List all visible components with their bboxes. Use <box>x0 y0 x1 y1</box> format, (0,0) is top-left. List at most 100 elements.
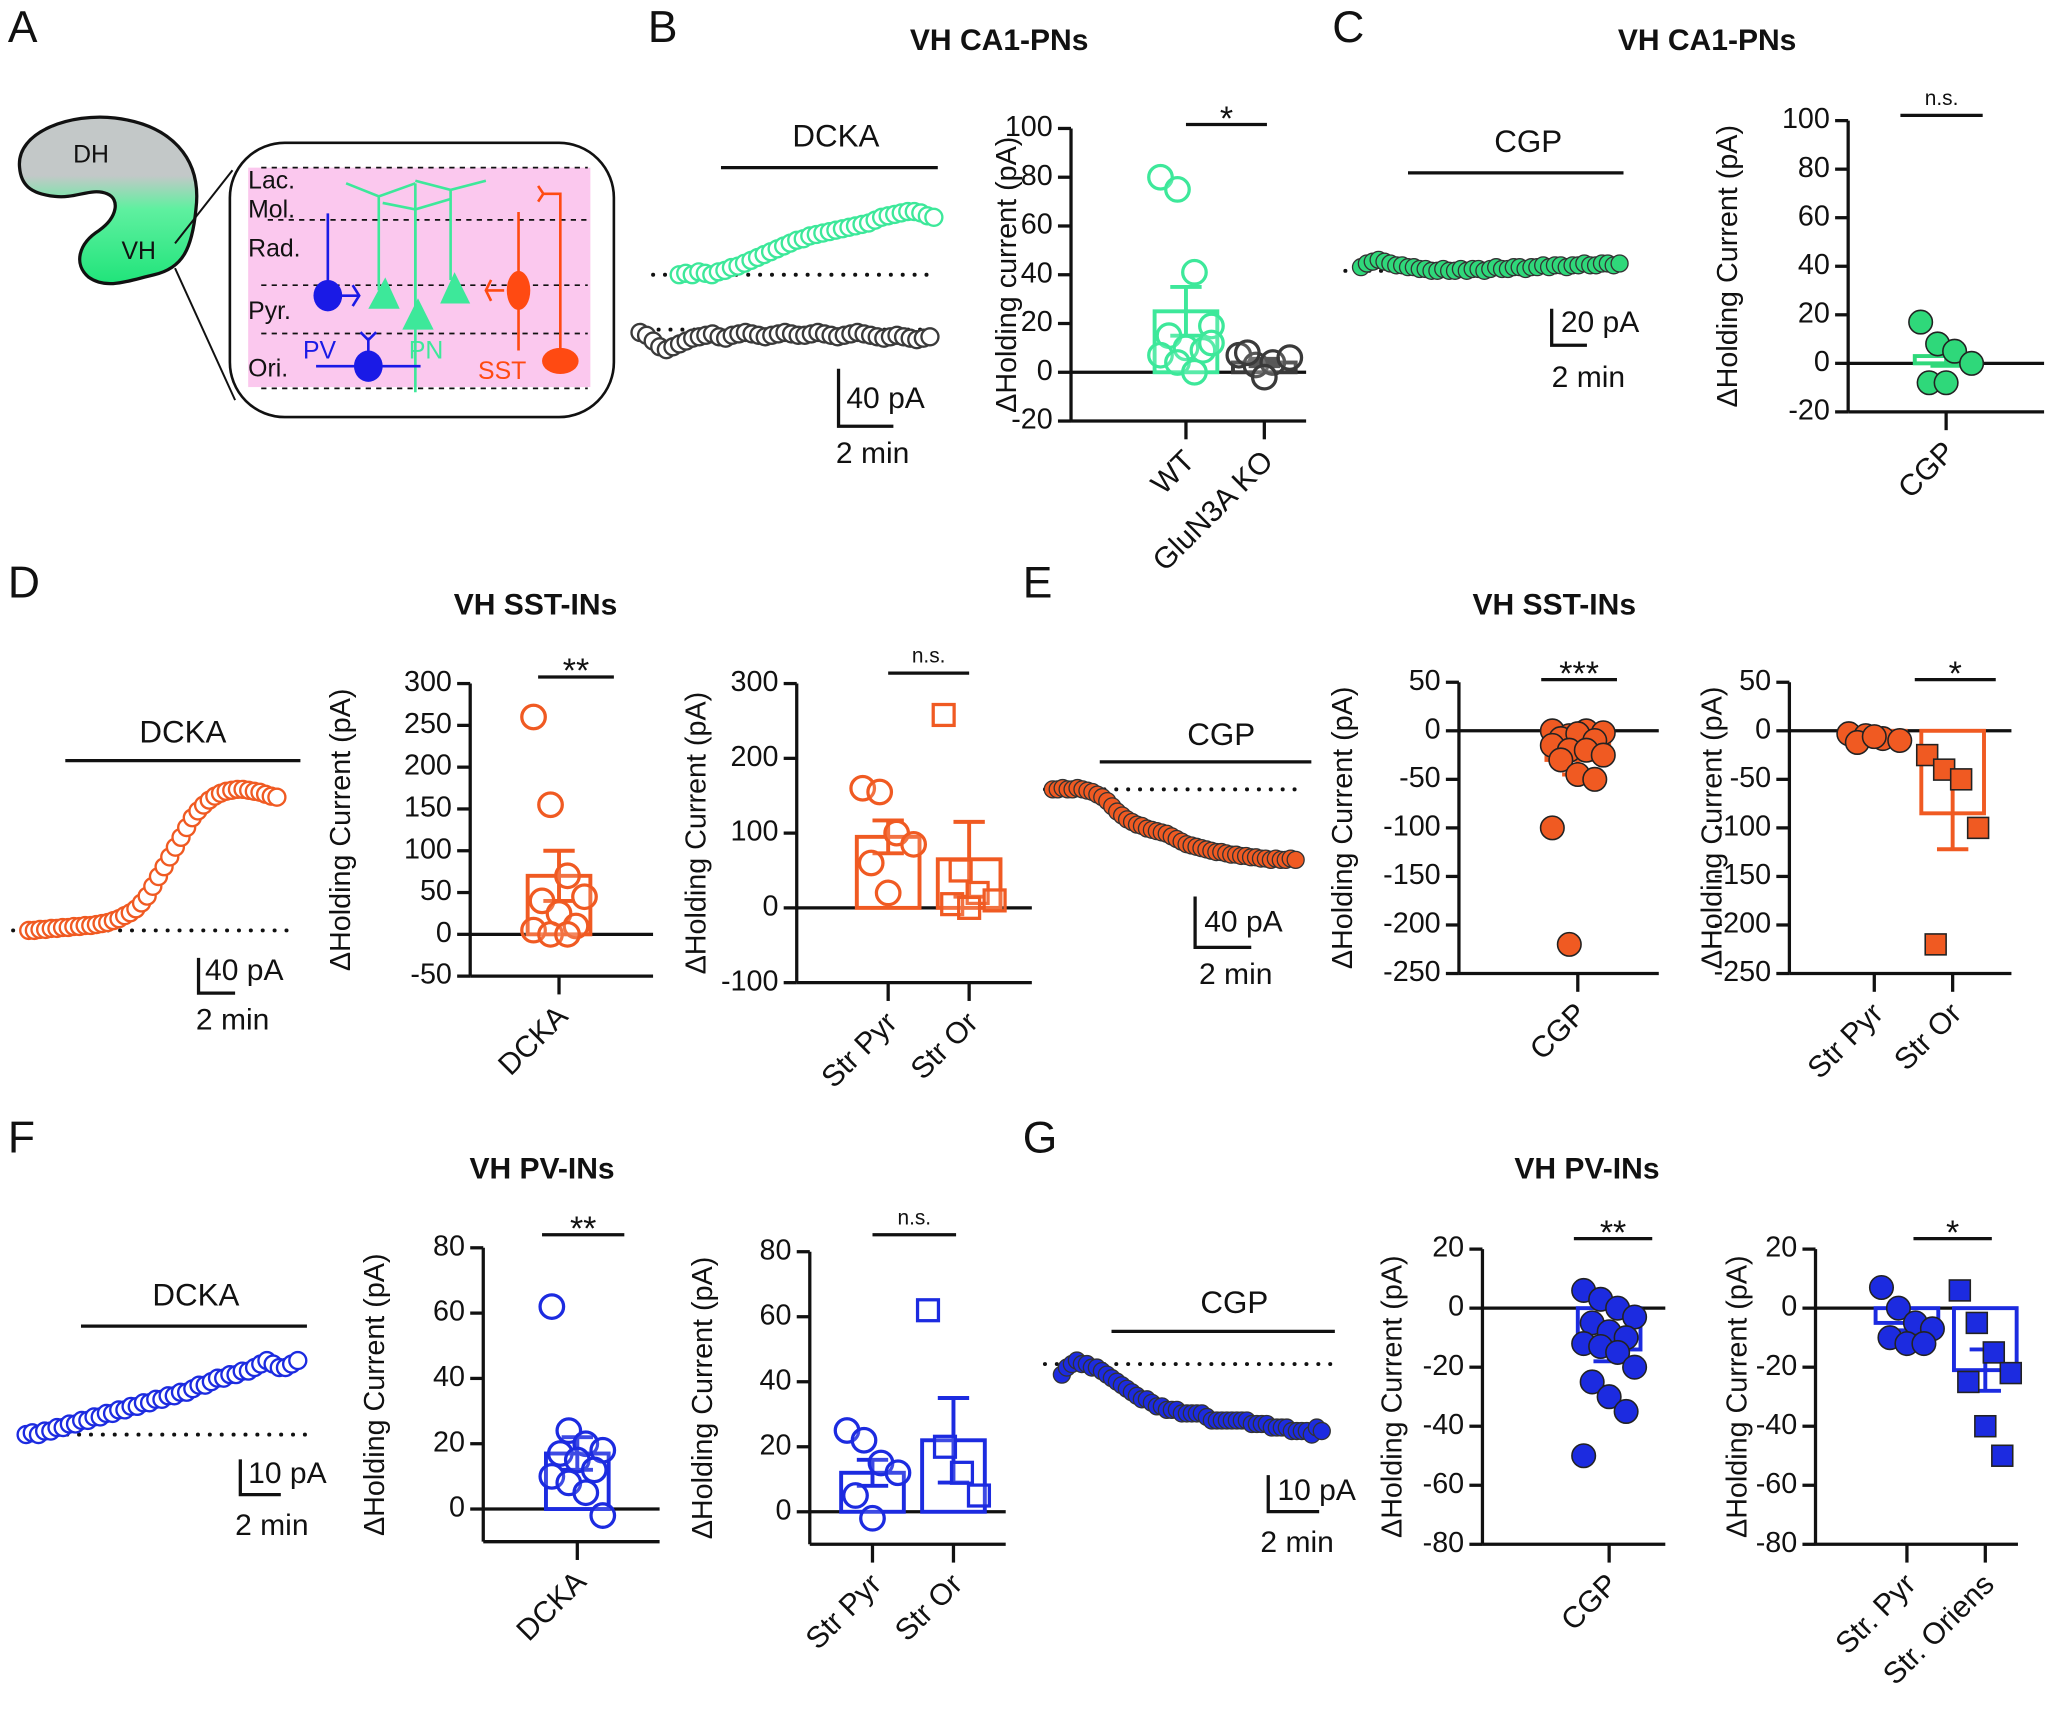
data-point-circle <box>1605 1339 1631 1365</box>
y-tick-label: 20 <box>760 1429 792 1461</box>
data-point-circle <box>1868 1274 1895 1301</box>
panel-label-c: C <box>1332 3 1364 52</box>
data-point-circle <box>1556 931 1582 957</box>
drug-label: DCKA <box>139 714 226 749</box>
y-tick-label: 20 <box>1765 1232 1797 1264</box>
layer-pyr: Pyr. <box>248 298 291 325</box>
scale-bar-time-label: 2 min <box>196 1004 269 1037</box>
y-tick-label: 0 <box>436 917 452 949</box>
panel-label-b: B <box>648 3 678 52</box>
chart-panel-d-bar: 300 250 200 150 100 50 0 -50 ΔHolding Current (p… <box>325 652 654 1082</box>
category-label: WT <box>1145 444 1201 500</box>
title-e: VH SST-INs <box>1473 588 1637 621</box>
y-tick-label: -250 <box>1383 956 1440 988</box>
data-point-square <box>931 702 956 728</box>
trace-point <box>288 1350 308 1371</box>
y-tick-label: 0 <box>1755 713 1771 745</box>
scale-bar-time-label: 2 min <box>1199 958 1272 991</box>
significance-label: n.s. <box>1925 87 1959 110</box>
significance-label: *** <box>1559 655 1599 693</box>
data-point-circle <box>1539 815 1565 841</box>
category-label: Str Or <box>889 1568 969 1648</box>
hippocampus-shape <box>17 115 199 286</box>
data-point-circle <box>554 920 581 948</box>
y-tick-label: -150 <box>1714 859 1771 891</box>
y-tick-label: -200 <box>1383 908 1440 940</box>
data-point-circle <box>1548 747 1574 773</box>
y-tick-label: 150 <box>404 792 452 824</box>
y-tick-label: -100 <box>1714 810 1771 842</box>
y-tick-label: -250 <box>1714 956 1771 988</box>
significance-label: * <box>1949 655 1962 693</box>
y-tick-label: -20 <box>1011 404 1053 436</box>
category-label: CGP <box>1892 435 1961 504</box>
data-point-circle <box>857 849 885 877</box>
category-label: Str Or <box>905 1006 985 1086</box>
layer-dividers <box>261 166 588 390</box>
data-point-circle <box>1582 766 1608 792</box>
y-tick-label: 60 <box>433 1296 465 1328</box>
significance-label: ** <box>563 652 589 690</box>
data-point-square <box>1957 1370 1980 1394</box>
panel-label-e: E <box>1023 558 1053 607</box>
significance-label: * <box>1220 100 1233 138</box>
y-tick-label: 40 <box>1798 249 1830 281</box>
hippocampus-diagram: DH VH Lac. Mol. Rad. Pyr. Ori. PV PN <box>17 115 616 419</box>
y-tick-label: -80 <box>1423 1527 1465 1559</box>
category-label: CGP <box>1555 1568 1624 1637</box>
data-point-circle <box>1622 1354 1648 1380</box>
chart-panel-c-bar: 100 80 60 40 20 0 -20 ΔHolding Current (pA) CGP n… <box>1712 87 2045 505</box>
data-point-circle <box>554 862 581 890</box>
scale-bar-time-label: 2 min <box>1260 1526 1333 1559</box>
y-tick-label: 80 <box>760 1234 792 1266</box>
scale-bar-current-label: 40 pA <box>1204 906 1282 939</box>
drug-label: CGP <box>1200 1285 1268 1320</box>
scale-bar-time-label: 2 min <box>1552 361 1625 394</box>
pn-soma <box>440 272 471 304</box>
data-point-circle <box>1885 1295 1911 1321</box>
y-tick-label: -20 <box>1423 1350 1465 1382</box>
scale-bar <box>836 368 894 428</box>
y-axis-label: ΔHolding Current (pA) <box>359 1253 391 1536</box>
category-label: Str Pyr <box>1801 997 1889 1085</box>
data-point-circle <box>1571 1443 1597 1469</box>
y-tick-label: 0 <box>449 1492 465 1524</box>
data-point-square <box>932 1434 958 1459</box>
y-tick-label: -40 <box>1756 1409 1798 1441</box>
category-label: CGP <box>1524 997 1593 1066</box>
trace-point <box>920 327 940 347</box>
y-tick-label: 50 <box>420 875 452 907</box>
y-tick-label: -100 <box>1383 810 1440 842</box>
sst-soma <box>506 270 531 311</box>
y-axis-label: ΔHolding Current (pA) <box>1376 1255 1408 1538</box>
y-tick-label: 200 <box>731 741 779 773</box>
chart-panel-e-scatter: CGP 40 pA 2 min <box>1042 717 1312 991</box>
scale-bar <box>238 1459 281 1497</box>
y-tick-label: 100 <box>1782 103 1830 135</box>
data-point-square <box>915 1298 941 1323</box>
data-point-circle <box>1911 1331 1937 1357</box>
scale-bar-current-label: 40 pA <box>846 382 924 415</box>
y-tick-label: 80 <box>1021 160 1053 192</box>
chart-panel-b-scatter: DCKA 40 pA 2 min <box>630 119 944 470</box>
trace-point <box>1286 850 1305 870</box>
y-axis-label: ΔHolding Current (pA) <box>325 689 357 972</box>
chart-panel-f-scatter: DCKA 10 pA 2 min <box>16 1277 327 1542</box>
scale-bar-current-label: 10 pA <box>248 1457 326 1490</box>
data-point-square <box>1966 816 1990 840</box>
y-tick-label: -100 <box>721 965 778 997</box>
y-tick-label: -20 <box>1756 1350 1798 1382</box>
data-point-circle <box>1942 338 1968 364</box>
data-point-circle <box>572 1479 600 1507</box>
scale-bar <box>1266 1475 1320 1514</box>
drug-label: DCKA <box>792 119 879 154</box>
y-axis-label: ΔHolding Current (pA) <box>1327 687 1359 970</box>
y-tick-label: 60 <box>760 1299 792 1331</box>
pn-label: PN <box>409 337 443 364</box>
y-tick-label: -50 <box>1730 762 1772 794</box>
chart-panel-g-bar: 20 0 -20 -40 -60 -80 ΔHolding Current (pA) CGP *… <box>1376 1214 1666 1637</box>
y-axis-label: ΔHolding Current (pA) <box>1712 125 1744 408</box>
drug-label: CGP <box>1494 124 1562 159</box>
